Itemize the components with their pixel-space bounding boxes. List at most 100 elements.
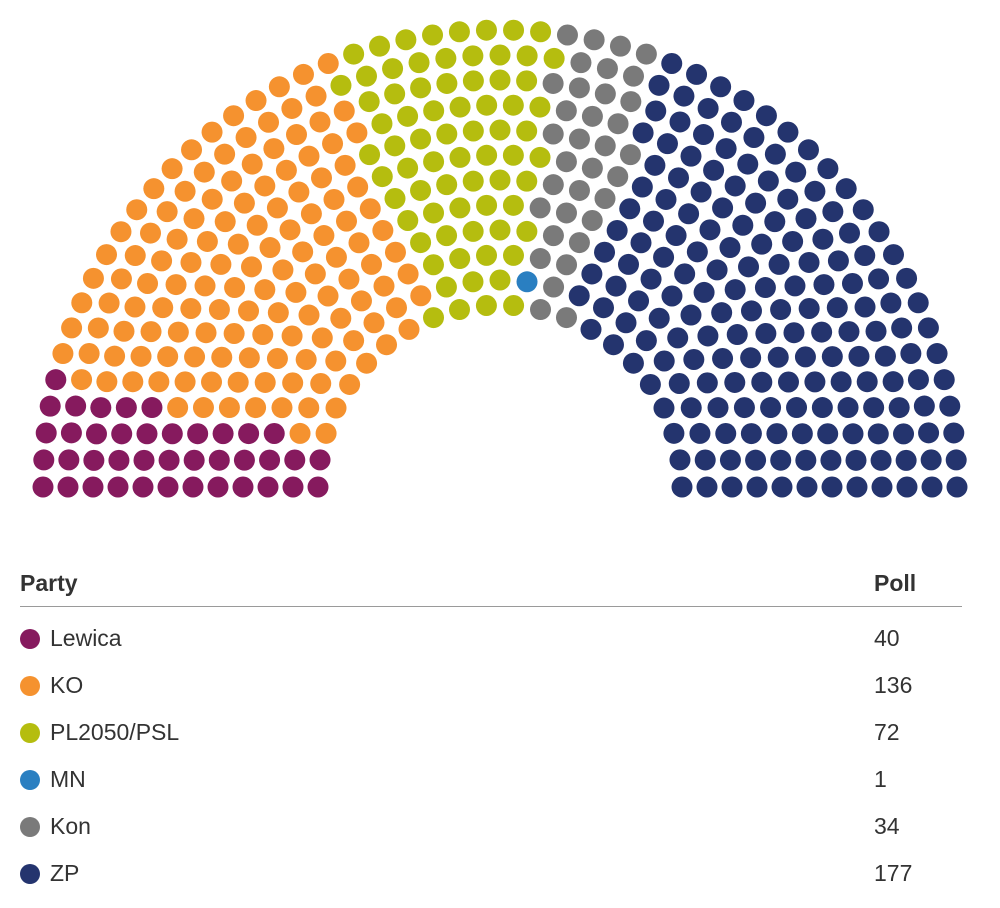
seat-dot bbox=[423, 100, 445, 122]
seat-dot bbox=[871, 476, 893, 498]
seat-dot bbox=[895, 449, 917, 471]
seat-dot bbox=[783, 322, 805, 344]
seat-dot bbox=[529, 96, 551, 118]
seat-dot bbox=[891, 317, 913, 339]
seat-dot bbox=[865, 320, 887, 342]
seat-dot bbox=[423, 151, 445, 173]
seat-dot bbox=[136, 423, 158, 445]
seat-dot bbox=[307, 476, 329, 498]
seat-dot bbox=[87, 317, 109, 339]
seat-dot bbox=[745, 449, 767, 471]
seat-dot bbox=[645, 100, 667, 122]
seat-dot bbox=[845, 449, 867, 471]
seat-dot bbox=[157, 346, 179, 368]
seat-dot bbox=[384, 188, 406, 210]
seat-dot bbox=[141, 397, 163, 419]
seat-dot bbox=[156, 201, 178, 223]
seat-dot bbox=[140, 222, 161, 244]
seat-dot bbox=[298, 397, 320, 419]
seat-dot bbox=[812, 228, 834, 250]
seat-dot bbox=[476, 94, 498, 116]
seat-dot bbox=[606, 219, 628, 241]
seat-dot bbox=[241, 153, 263, 175]
seat-dot bbox=[882, 371, 904, 393]
seat-dot bbox=[157, 476, 179, 498]
seat-dot bbox=[555, 151, 577, 173]
seat-dot bbox=[669, 111, 691, 133]
seat-dot bbox=[108, 449, 130, 471]
seat-dot bbox=[620, 91, 642, 113]
seat-dot bbox=[665, 225, 687, 247]
seat-dot bbox=[346, 122, 368, 144]
seat-dot bbox=[214, 143, 236, 165]
seat-dot bbox=[313, 225, 335, 247]
seat-dot bbox=[712, 197, 734, 219]
seat-dot bbox=[605, 275, 627, 297]
seat-dot bbox=[653, 350, 675, 372]
seat-dot bbox=[78, 343, 100, 364]
seat-dot bbox=[211, 346, 233, 368]
seat-dot bbox=[289, 422, 311, 444]
seat-dot bbox=[782, 230, 804, 252]
seat-dot bbox=[245, 90, 267, 112]
seat-dot bbox=[382, 58, 404, 80]
seat-dot bbox=[167, 321, 189, 343]
seat-dot bbox=[648, 307, 670, 329]
seat-dot bbox=[686, 63, 708, 85]
seat-dot bbox=[384, 135, 406, 157]
seat-dot bbox=[90, 397, 112, 419]
seat-dot bbox=[796, 476, 818, 498]
seat-dot bbox=[555, 100, 577, 122]
seat-dot bbox=[830, 371, 852, 393]
seat-dot bbox=[680, 145, 702, 167]
seat-dot bbox=[706, 259, 728, 281]
seat-dot bbox=[570, 52, 592, 74]
seat-dot bbox=[184, 346, 206, 368]
seat-dot bbox=[826, 297, 848, 319]
seat-dot bbox=[724, 371, 746, 393]
seat-dot bbox=[254, 279, 276, 301]
seat-dot bbox=[476, 144, 498, 166]
seat-dot bbox=[791, 423, 813, 445]
seat-dot bbox=[503, 19, 525, 41]
seat-dot bbox=[516, 70, 538, 92]
seat-dot bbox=[317, 285, 339, 307]
seat-dot bbox=[347, 176, 369, 198]
seat-dot bbox=[580, 318, 602, 340]
seat-dot bbox=[32, 476, 54, 498]
seat-dot bbox=[639, 373, 661, 395]
seat-dot bbox=[410, 128, 432, 150]
seat-dot bbox=[279, 219, 301, 241]
seat-dot bbox=[768, 253, 790, 275]
seat-dot bbox=[285, 281, 307, 303]
seat-dot bbox=[82, 476, 104, 498]
seat-dot bbox=[174, 180, 196, 202]
seat-dot bbox=[609, 35, 631, 57]
seat-dot bbox=[397, 263, 419, 285]
seat-dot bbox=[161, 423, 183, 445]
seat-dot bbox=[822, 201, 844, 223]
seat-dot bbox=[132, 476, 154, 498]
seat-dot bbox=[683, 349, 705, 371]
seat-dot bbox=[794, 346, 816, 368]
seat-dot bbox=[180, 298, 202, 319]
seat-dot bbox=[58, 449, 80, 471]
seat-dot bbox=[668, 167, 689, 189]
seat-dot bbox=[462, 220, 484, 242]
seat-dot bbox=[384, 83, 406, 105]
seat-dot bbox=[619, 144, 641, 166]
seat-dot bbox=[680, 304, 702, 326]
seat-dot bbox=[732, 214, 754, 236]
legend-party-name: MN bbox=[50, 766, 86, 792]
legend-party-name: Kon bbox=[50, 813, 91, 839]
seat-dot bbox=[259, 449, 281, 471]
seat-dot bbox=[837, 397, 859, 419]
seat-dot bbox=[359, 144, 381, 166]
seat-dot bbox=[266, 197, 288, 219]
seat-dot bbox=[254, 371, 276, 393]
seat-dot bbox=[643, 210, 664, 232]
seat-dot bbox=[208, 299, 230, 321]
seat-dot bbox=[640, 268, 662, 290]
legend-swatch bbox=[20, 628, 40, 649]
seat-dot bbox=[397, 210, 419, 232]
